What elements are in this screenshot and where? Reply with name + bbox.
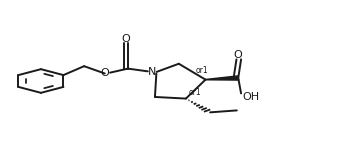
Text: or1: or1 (195, 66, 208, 75)
Text: O: O (100, 69, 109, 78)
Text: OH: OH (242, 92, 260, 102)
Polygon shape (205, 76, 239, 80)
Text: N: N (148, 67, 156, 77)
Text: O: O (121, 34, 130, 44)
Text: O: O (233, 50, 242, 60)
Text: or1: or1 (189, 88, 201, 97)
